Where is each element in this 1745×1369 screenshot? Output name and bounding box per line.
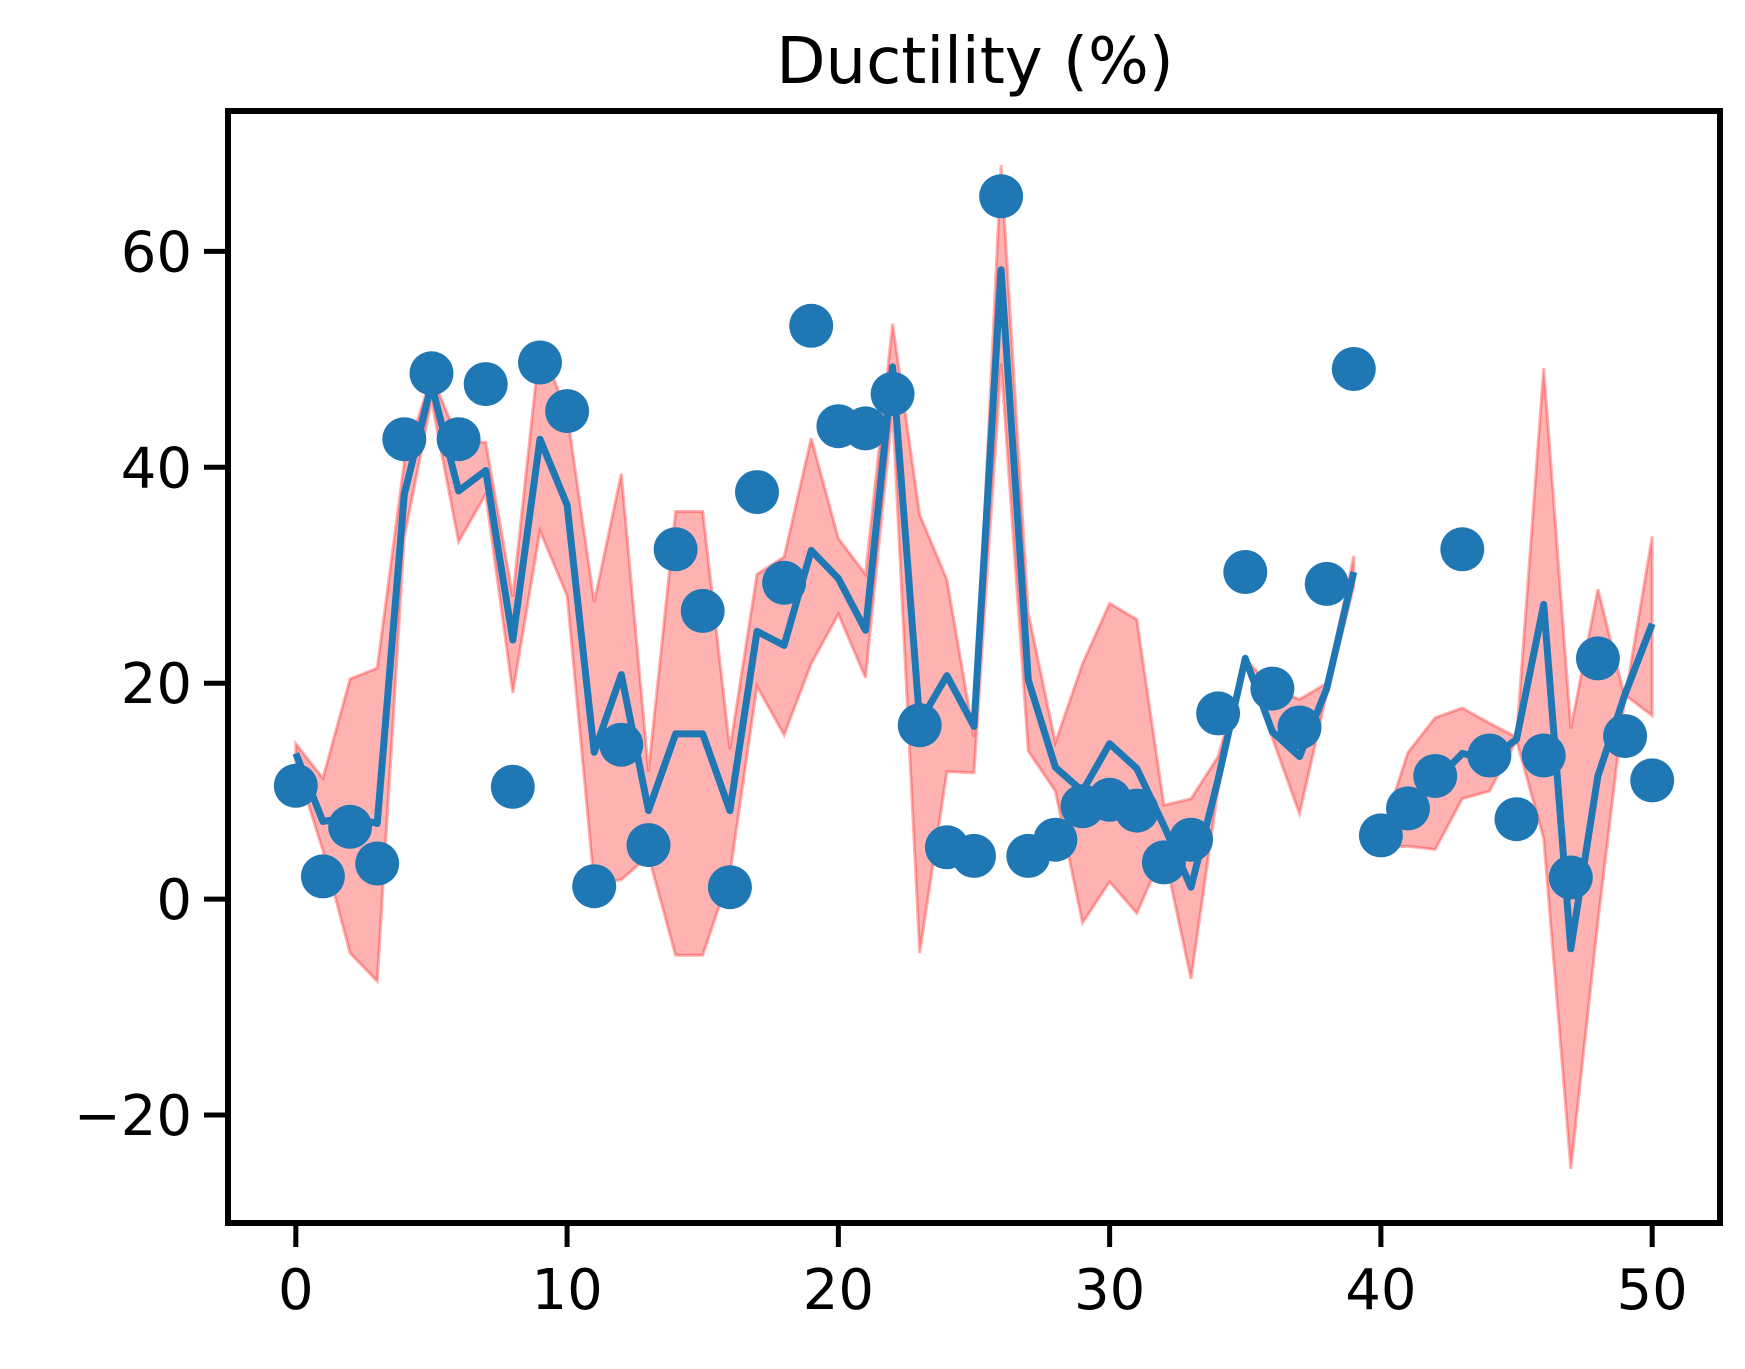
- prediction-line-1: [292, 266, 1358, 891]
- scatter-point: [1304, 561, 1349, 606]
- y-tick-label: 40: [121, 436, 192, 501]
- y-tick-label: −20: [74, 1084, 192, 1149]
- x-tick-label: 20: [803, 1258, 874, 1323]
- y-tick-label: 0: [156, 868, 192, 933]
- scatter-point: [545, 389, 590, 434]
- scatter-point: [979, 174, 1024, 219]
- x-tick-label: 30: [1074, 1258, 1145, 1323]
- y-tick-label: 20: [121, 652, 192, 717]
- x-tick-label: 40: [1345, 1258, 1416, 1323]
- scatter-point: [762, 560, 807, 605]
- prediction-line-2: [1378, 600, 1656, 953]
- x-tick-label: 0: [278, 1258, 314, 1323]
- scatter-point: [707, 865, 752, 910]
- scatter-point: [1440, 527, 1485, 572]
- scatter-point: [1331, 347, 1376, 391]
- scatter-point: [735, 470, 779, 515]
- scatter-point: [789, 303, 834, 348]
- scatter-point: [355, 841, 400, 886]
- scatter-point: [843, 406, 888, 451]
- scatter-point: [300, 854, 345, 899]
- scatter-point: [328, 804, 373, 849]
- y-tick-label: 60: [121, 220, 192, 285]
- scatter-point: [518, 340, 562, 385]
- scatter-point: [1494, 797, 1539, 842]
- scatter-point: [490, 764, 535, 809]
- uncertainty-band-2: [1379, 367, 1654, 1170]
- chart-title: Ductility (%): [776, 25, 1174, 99]
- scatter-point: [626, 823, 671, 868]
- scatter-point: [1033, 817, 1078, 862]
- x-tick-label: 50: [1617, 1258, 1688, 1323]
- scatter-point: [680, 588, 725, 633]
- plot-frame: [225, 108, 1723, 1226]
- scatter-point: [1413, 754, 1458, 798]
- scatter-point: [1223, 550, 1268, 594]
- scatter-point: [572, 864, 617, 909]
- x-axis-ticks: 0 10 20 30 40 50: [278, 1223, 1688, 1323]
- scatter-point: [952, 833, 996, 878]
- y-axis-ticks: −20 0 20 40 60: [74, 220, 228, 1149]
- scatter-point: [653, 527, 698, 572]
- scatter-point: [1575, 636, 1620, 681]
- prediction-lines: [292, 266, 1656, 953]
- x-tick-label: 10: [531, 1258, 602, 1323]
- scatter-point: [1630, 758, 1675, 803]
- scatter-point: [463, 362, 508, 407]
- scatter-point: [409, 351, 454, 396]
